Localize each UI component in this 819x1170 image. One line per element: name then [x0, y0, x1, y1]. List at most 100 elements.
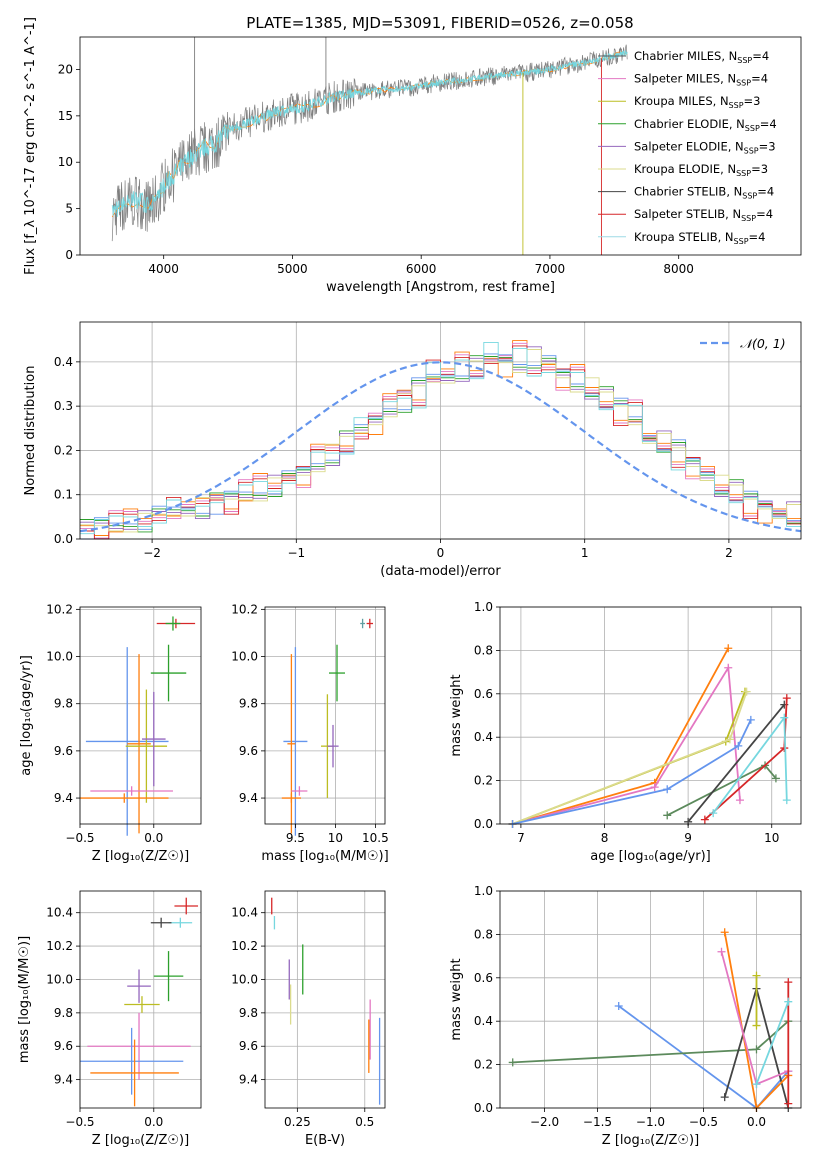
y-tick-label: 10.2 [231, 602, 258, 616]
x-tick-label: −0.5 [689, 1115, 718, 1129]
weight-marker [752, 1080, 761, 1089]
figure-title: PLATE=1385, MJD=53091, FIBERID=0526, z=0… [246, 14, 633, 32]
weight-marker [724, 644, 733, 653]
weight-marker [700, 815, 709, 824]
y-tick-label: 10.4 [46, 906, 73, 920]
y-tick-label: 0.4 [474, 1014, 493, 1028]
x-axis-label: E(B-V) [305, 1133, 345, 1148]
x-tick-label: −1.0 [636, 1115, 665, 1129]
y-tick-label: 9.4 [239, 1073, 258, 1087]
errorbar-point [287, 654, 296, 834]
plot-area [271, 897, 381, 1105]
y-tick-label: 0.2 [474, 1058, 493, 1072]
weight-marker [717, 947, 726, 956]
x-axis-label: mass [log₁₀(M/M☉)] [261, 849, 388, 864]
legend-entry: Kroupa STELIB, NSSP=4 [634, 230, 765, 246]
y-tick-label: 0.8 [474, 927, 493, 941]
y-axis-label: mass weight [449, 958, 464, 1040]
y-tick-label: 0.1 [54, 488, 73, 502]
data-spectrum [111, 44, 628, 242]
panel-age_vs_mass: 9.5 10 10.5 9.4 9.6 9.8 10.0 10.2 mass [log₁₀(M/… [231, 602, 388, 864]
x-tick-label: 0.0 [144, 831, 163, 845]
axes-frame [264, 890, 386, 1109]
y-tick-label: 10.0 [46, 972, 73, 986]
x-tick-label: 0.25 [284, 1115, 311, 1129]
weight-marker [735, 796, 744, 805]
weight-marker [663, 811, 672, 820]
y-tick-label: 10.2 [231, 939, 258, 953]
legend-entry: Chabrier MILES, NSSP=4 [634, 49, 769, 65]
x-tick-label: 6000 [406, 262, 437, 276]
panel-age_vs_Z: −0.5 0.0 9.4 9.6 9.8 10.0 10.2 Z [log₁₀(Z/Z☉)] a… [19, 602, 202, 864]
y-tick-label: 10.0 [231, 972, 258, 986]
weight-line [755, 1001, 790, 1085]
weight-marker [784, 1099, 793, 1108]
x-tick-label: −1.5 [583, 1115, 612, 1129]
x-axis-label: Z [log₁₀(Z/Z☉)] [92, 849, 189, 864]
weight-line [512, 719, 752, 825]
y-tick-label: 9.8 [54, 697, 73, 711]
x-tick-label: 9.5 [286, 831, 305, 845]
x-tick-label: 4000 [148, 262, 179, 276]
weight-marker [746, 715, 755, 724]
y-tick-label: 5 [65, 202, 73, 216]
y-axis-label: Normed distribution [23, 366, 38, 496]
panel-mass_vs_ebv: 0.25 0.5 9.4 9.6 9.8 10.0 10.2 10.4 E(B-V) [231, 890, 386, 1148]
y-tick-label: 0.8 [474, 643, 493, 657]
errorbar-point [150, 644, 187, 702]
weight-line [512, 691, 746, 825]
legend-entry: 𝒩(0, 1) [740, 336, 786, 351]
y-axis-label: Flux [f_λ 10^-17 erg cm^-2 s^-1 A^-1] [23, 17, 38, 275]
x-axis-label: wavelength [Angstrom, rest frame] [326, 280, 555, 295]
y-tick-label: 10.4 [231, 906, 258, 920]
legend: Chabrier MILES, NSSP=4 Salpeter MILES, NS… [598, 49, 777, 246]
y-tick-label: 10.2 [46, 939, 73, 953]
errorbar-point [80, 1027, 184, 1095]
x-tick-label: 0.0 [747, 1115, 766, 1129]
legend-entry: Chabrier STELIB, NSSP=4 [634, 185, 774, 201]
axes-frame [79, 890, 202, 1109]
y-tick-label: 1.0 [474, 884, 493, 898]
plot-area: 𝒩(0, 1) [79, 336, 802, 540]
y-axis-label: mass [log₁₀(M/M☉)] [17, 936, 32, 1063]
panel-weight_vs_Z: −2.0 −1.5 −1.0 −0.5 0.0 0.0 0.2 0.4 0.6 0.8 1.0 Z [… [449, 884, 802, 1148]
model-spectrum [111, 50, 628, 217]
histogram-series [80, 346, 801, 530]
panel-residuals: 𝒩(0, 1) −2 −1 0 1 2 0.0 0.1 0.2 0.3 0.4 (data-model… [23, 321, 802, 579]
y-tick-label: 0.6 [474, 687, 493, 701]
y-tick-label: 9.6 [54, 744, 73, 758]
gaussian-curve [79, 361, 802, 533]
y-tick-label: 9.6 [239, 744, 258, 758]
legend-entry: Kroupa MILES, NSSP=3 [634, 94, 760, 110]
y-tick-label: 0.2 [474, 774, 493, 788]
x-axis-label: (data-model)/error [380, 564, 501, 579]
y-tick-label: 10.0 [231, 650, 258, 664]
legend-entry: Chabrier ELODIE, NSSP=4 [634, 117, 777, 133]
weight-marker [724, 663, 733, 672]
y-tick-label: 9.8 [54, 1006, 73, 1020]
x-tick-label: 8000 [663, 262, 694, 276]
y-tick-label: 9.4 [54, 1073, 73, 1087]
spectrum-lines [111, 37, 628, 255]
x-tick-label: −0.5 [65, 831, 94, 845]
plot-area [80, 897, 199, 1107]
y-axis-label: age [log₁₀(age/yr)] [19, 655, 34, 776]
errorbar-point [90, 1039, 179, 1107]
y-tick-label: 0.4 [474, 730, 493, 744]
panel-spectrum: Chabrier MILES, NSSP=4 Salpeter MILES, NS… [23, 17, 802, 295]
errorbar-point [283, 647, 308, 836]
weight-line [687, 704, 785, 823]
histogram-series [80, 349, 801, 533]
axes-frame [499, 606, 802, 825]
errorbar-point [87, 1012, 191, 1080]
weight-marker [663, 785, 672, 794]
weight-line [512, 665, 741, 825]
weight-marker [771, 774, 780, 783]
histogram-series [80, 341, 801, 535]
y-tick-label: 0.6 [474, 971, 493, 985]
weight-marker [784, 978, 793, 987]
weight-marker [614, 1002, 623, 1011]
weight-marker [720, 1093, 729, 1102]
errorbar-point [168, 917, 193, 928]
